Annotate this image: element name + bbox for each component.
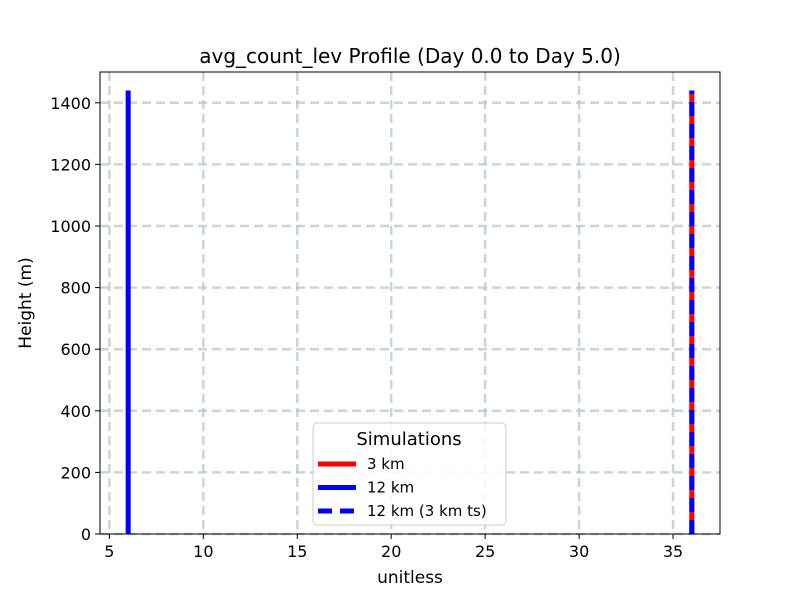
x-tick-label-2: 15 [287,542,307,561]
chart-title: avg_count_lev Profile (Day 0.0 to Day 5.… [199,44,621,68]
legend-title: Simulations [356,429,461,450]
legend: Simulations 3 km 12 km 12 km (3 km ts) [312,422,507,526]
y-tick-label-5: 1000 [50,217,91,236]
legend-box [312,422,507,526]
x-tick-label-5: 30 [569,542,589,561]
y-tick-label-2: 400 [60,402,91,421]
y-tick-label-6: 1200 [50,155,91,174]
y-tick-label-3: 600 [60,340,91,359]
y-tick-label-7: 1400 [50,94,91,113]
legend-label-2: 12 km (3 km ts) [367,502,487,520]
x-tick-label-6: 35 [663,542,683,561]
x-axis-label: unitless [377,568,443,588]
x-tick-label-0: 5 [104,542,114,561]
series-lines [125,90,695,534]
y-tick-label-4: 800 [60,279,91,298]
y-axis: 0 200 400 600 800 1000 1200 1400 [50,94,100,544]
y-tick-label-1: 200 [60,463,91,482]
y-axis-label: Height (m) [16,257,36,348]
grid [100,72,720,536]
x-axis: 5 10 15 20 25 30 35 [104,534,683,561]
y-tick-label-0: 0 [81,525,91,544]
legend-label-0: 3 km [367,455,405,473]
legend-label-1: 12 km [367,479,414,497]
plot-frame [99,71,721,535]
x-tick-label-3: 20 [381,542,401,561]
x-tick-label-1: 10 [193,542,213,561]
x-tick-label-4: 25 [475,542,495,561]
